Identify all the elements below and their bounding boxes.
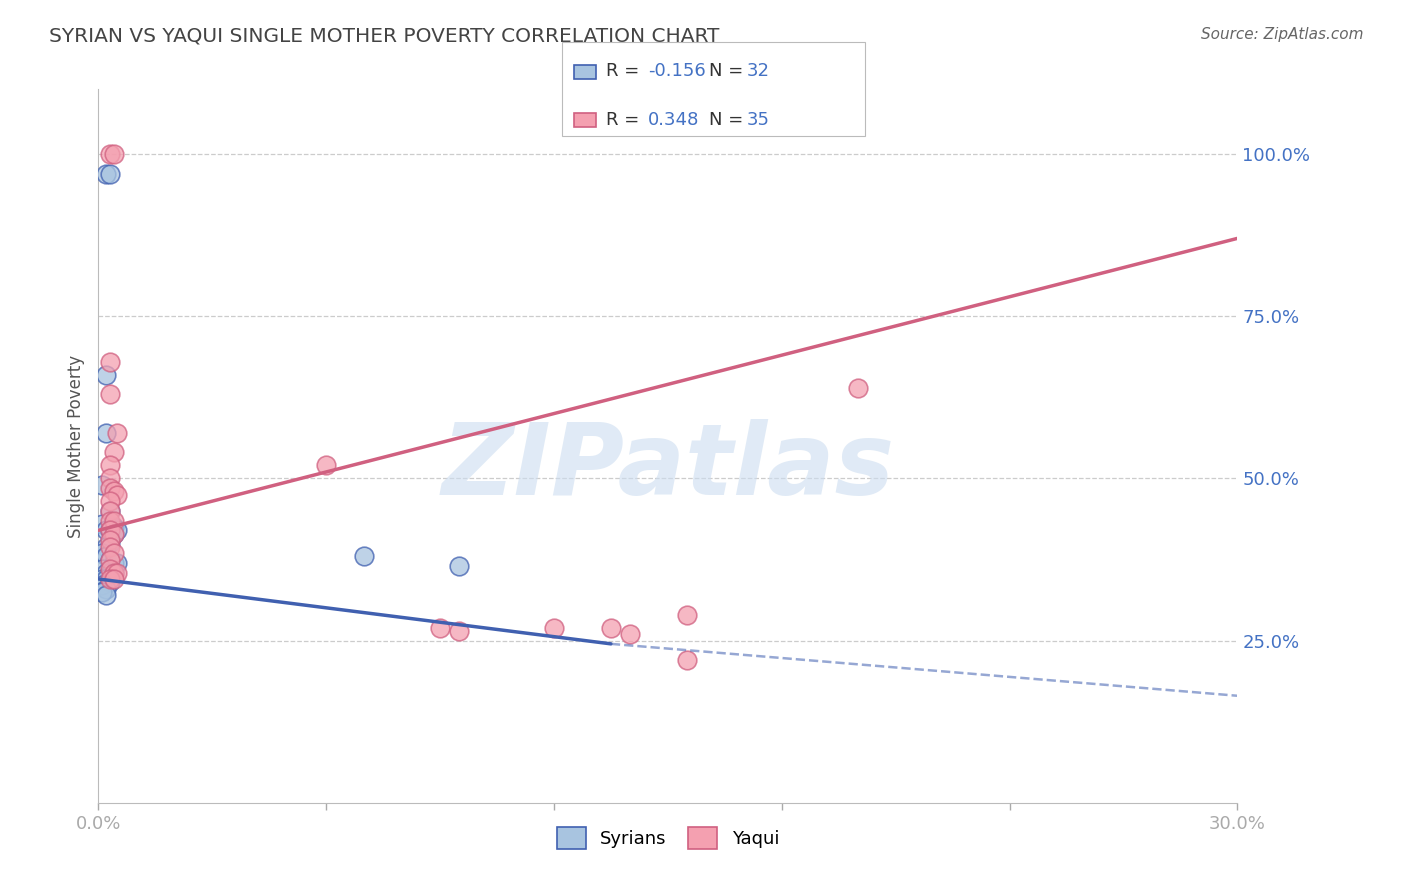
Point bbox=[103, 556, 125, 570]
Point bbox=[103, 445, 125, 459]
Point bbox=[94, 524, 117, 538]
Point bbox=[98, 354, 121, 368]
Point bbox=[91, 546, 114, 560]
Point bbox=[353, 549, 375, 564]
Point bbox=[91, 478, 114, 492]
Text: -0.156: -0.156 bbox=[648, 62, 706, 80]
Point bbox=[98, 575, 121, 590]
Point bbox=[98, 572, 121, 586]
Point bbox=[543, 621, 565, 635]
Point bbox=[846, 381, 869, 395]
Point bbox=[98, 494, 121, 508]
Point bbox=[103, 566, 125, 580]
Point bbox=[94, 572, 117, 586]
Legend: Syrians, Yaqui: Syrians, Yaqui bbox=[548, 818, 787, 858]
Text: 35: 35 bbox=[747, 111, 769, 128]
Point bbox=[98, 562, 121, 576]
Point bbox=[94, 582, 117, 596]
Point bbox=[98, 536, 121, 550]
Point bbox=[103, 546, 125, 560]
Point bbox=[107, 556, 129, 570]
Point bbox=[98, 524, 121, 538]
Point bbox=[94, 167, 117, 181]
Point bbox=[91, 585, 114, 599]
Text: 32: 32 bbox=[747, 62, 769, 80]
Point bbox=[103, 147, 125, 161]
Text: Source: ZipAtlas.com: Source: ZipAtlas.com bbox=[1201, 27, 1364, 42]
Text: N =: N = bbox=[709, 111, 742, 128]
Point bbox=[91, 572, 114, 586]
Point bbox=[94, 425, 117, 440]
Point bbox=[107, 524, 129, 538]
Point bbox=[103, 484, 125, 499]
Point bbox=[449, 624, 471, 638]
Point bbox=[98, 167, 121, 181]
Point bbox=[103, 520, 125, 534]
Point bbox=[94, 368, 117, 382]
Point bbox=[94, 540, 117, 554]
Point bbox=[103, 526, 125, 541]
Text: 0.348: 0.348 bbox=[648, 111, 700, 128]
Point bbox=[676, 653, 699, 667]
Point bbox=[107, 566, 129, 580]
Point bbox=[103, 526, 125, 541]
Point bbox=[103, 566, 125, 580]
Point bbox=[98, 147, 121, 161]
Point bbox=[98, 552, 121, 566]
Text: N =: N = bbox=[709, 62, 742, 80]
Point bbox=[98, 504, 121, 518]
Point bbox=[103, 572, 125, 586]
Point bbox=[91, 578, 114, 592]
Point bbox=[94, 566, 117, 580]
Point bbox=[94, 549, 117, 564]
Text: ZIPatlas: ZIPatlas bbox=[441, 419, 894, 516]
Text: R =: R = bbox=[606, 62, 640, 80]
Point bbox=[98, 387, 121, 401]
Point bbox=[449, 559, 471, 574]
Point bbox=[98, 524, 121, 538]
Point bbox=[98, 566, 121, 580]
Y-axis label: Single Mother Poverty: Single Mother Poverty bbox=[66, 354, 84, 538]
Point bbox=[98, 552, 121, 566]
Text: SYRIAN VS YAQUI SINGLE MOTHER POVERTY CORRELATION CHART: SYRIAN VS YAQUI SINGLE MOTHER POVERTY CO… bbox=[49, 27, 720, 45]
Point bbox=[91, 516, 114, 531]
Point bbox=[98, 458, 121, 473]
Text: R =: R = bbox=[606, 111, 640, 128]
Point bbox=[676, 607, 699, 622]
Point bbox=[429, 621, 451, 635]
Point bbox=[94, 588, 117, 602]
Point bbox=[98, 471, 121, 485]
Point bbox=[98, 514, 121, 528]
Point bbox=[619, 627, 641, 641]
Point bbox=[98, 540, 121, 554]
Point bbox=[315, 458, 337, 473]
Point bbox=[98, 504, 121, 518]
Point bbox=[98, 481, 121, 495]
Point bbox=[107, 488, 129, 502]
Point bbox=[98, 533, 121, 547]
Point bbox=[103, 514, 125, 528]
Point bbox=[107, 425, 129, 440]
Point bbox=[91, 562, 114, 576]
Point bbox=[600, 621, 623, 635]
